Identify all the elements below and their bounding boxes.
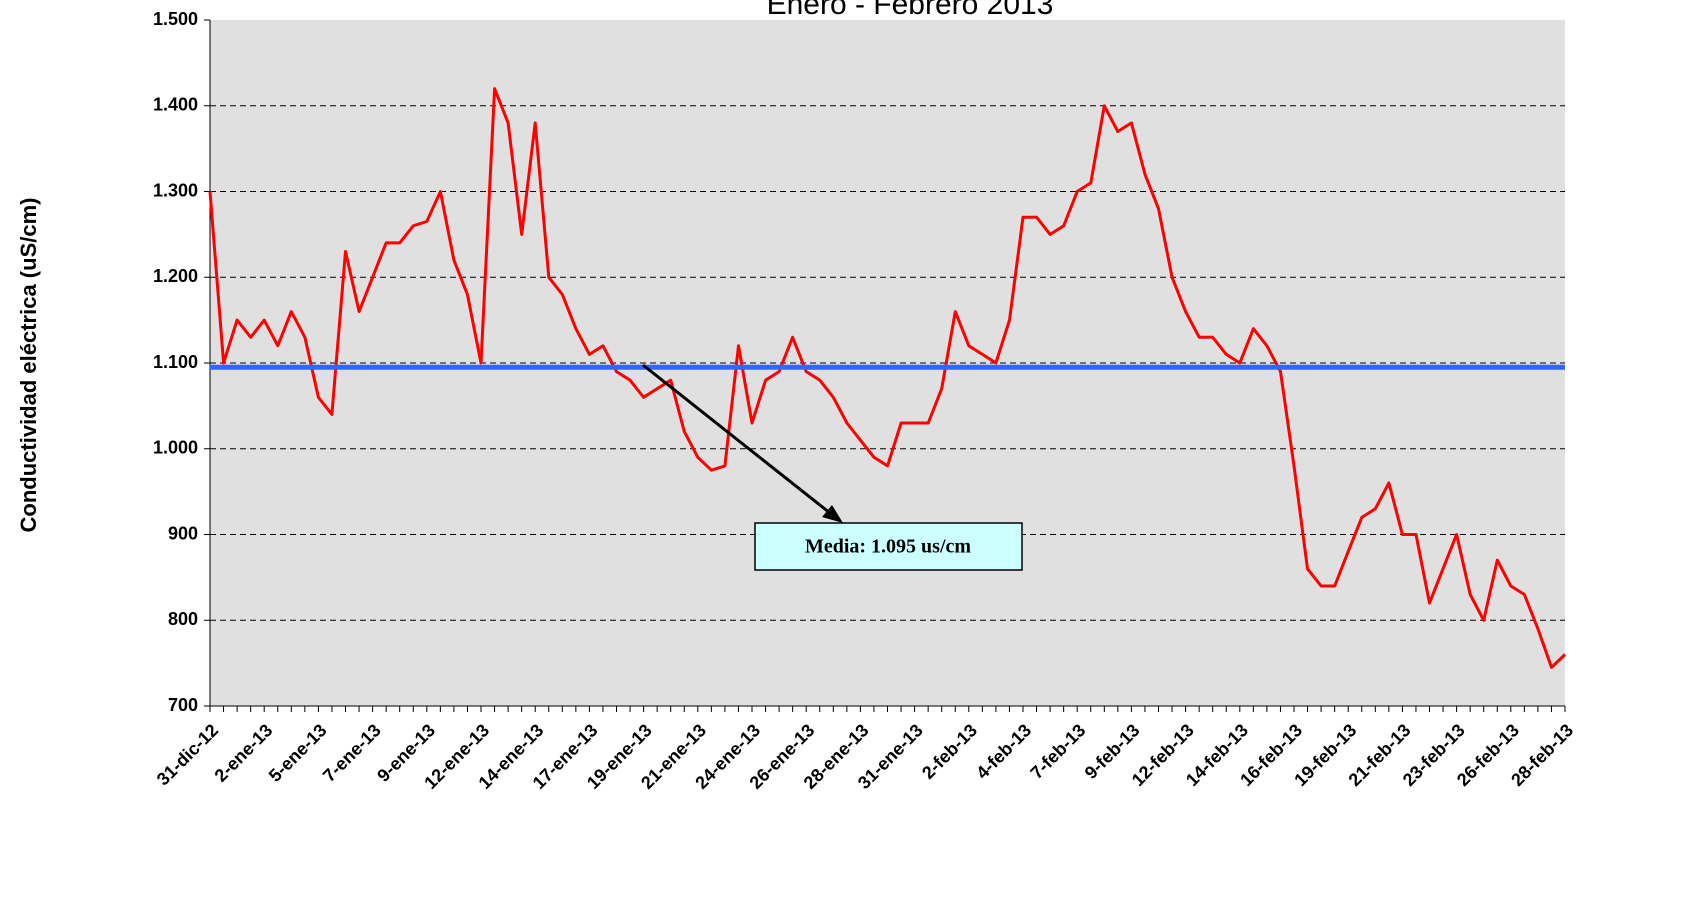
y-axis-label: Conductividad eléctrica (uS/cm): [16, 198, 41, 533]
x-tick-label: 7-feb-13: [1026, 720, 1089, 783]
x-tick-label: 2-feb-13: [918, 720, 981, 783]
x-tick-label: 5-ene-13: [265, 720, 331, 786]
y-tick-label: 1.500: [153, 9, 198, 29]
annotation-text: Media: 1.095 us/cm: [805, 536, 971, 558]
chart-title: Enero - Febrero 2013: [767, 0, 1054, 21]
x-tick-label: 2-ene-13: [211, 720, 277, 786]
y-tick-label: 1.200: [153, 266, 198, 286]
y-tick-label: 1.000: [153, 438, 198, 458]
x-tick-label: 4-feb-13: [972, 720, 1035, 783]
y-tick-label: 700: [168, 695, 198, 715]
y-tick-label: 1.100: [153, 352, 198, 372]
annotation-box: [754, 522, 1023, 571]
data-line: [208, 87, 1567, 669]
x-tick-label: 31-dic-12: [153, 720, 222, 789]
y-tick-label: 1.400: [153, 95, 198, 115]
x-tick-label: 7-ene-13: [319, 720, 385, 786]
annotation-arrow: [642, 363, 836, 519]
y-tick-label: 1.300: [153, 180, 198, 200]
arrow-head: [822, 505, 843, 523]
y-tick-label: 900: [168, 523, 198, 543]
y-tick-label: 800: [168, 609, 198, 629]
